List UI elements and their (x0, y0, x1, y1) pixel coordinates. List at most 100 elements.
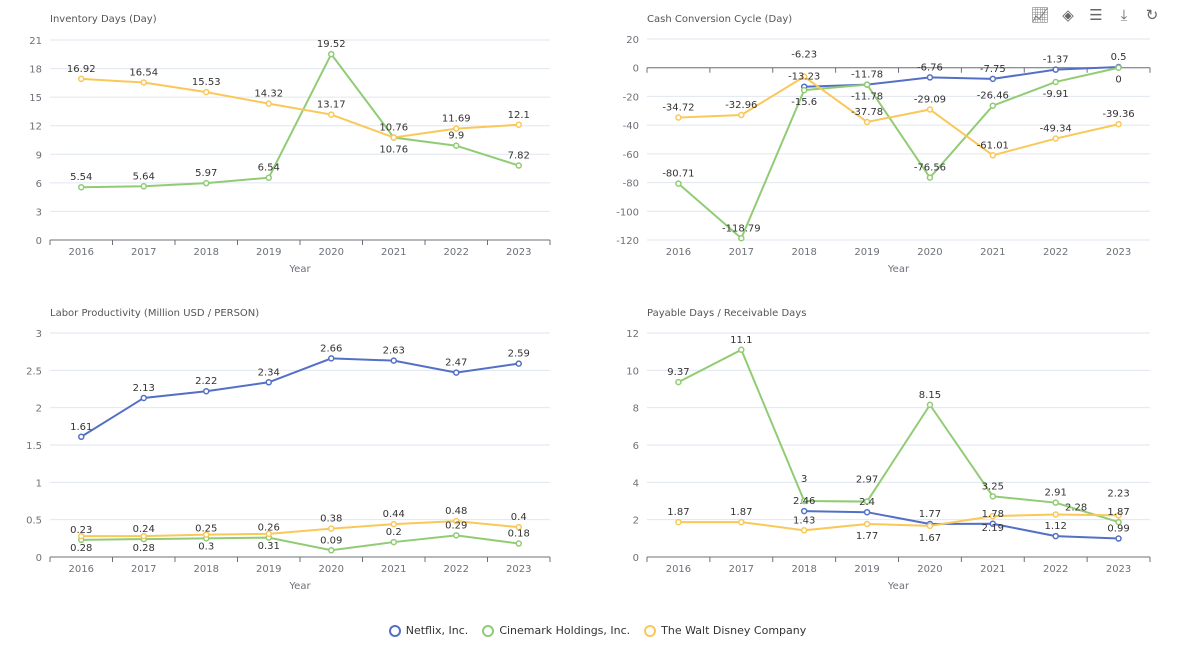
series-line (81, 520, 519, 538)
data-point (989, 152, 997, 159)
y-tick-label: 4 (633, 478, 639, 489)
line-chart-icon[interactable]: 📈︎ (1030, 6, 1050, 24)
data-label: 0.26 (258, 523, 280, 534)
series-line (804, 510, 1119, 540)
y-tick-label: 18 (29, 65, 42, 76)
data-label: 2.97 (856, 475, 878, 486)
x-tick-label: 2016 (666, 564, 691, 575)
x-tick-label: 2022 (444, 564, 469, 575)
data-point (1115, 535, 1122, 542)
data-label: 3 (801, 474, 807, 485)
refresh-icon[interactable]: ↻ (1145, 6, 1159, 24)
series-line (81, 77, 519, 139)
data-label: 0.25 (195, 523, 217, 534)
tag-icon[interactable]: ◈ (1062, 6, 1074, 24)
series-line (80, 357, 519, 438)
data-point (328, 547, 335, 554)
y-tick-label: 15 (29, 93, 42, 104)
data-label: 0.28 (133, 543, 155, 554)
legend-marker (644, 624, 657, 637)
y-tick-label: -120 (616, 236, 639, 247)
data-point (265, 174, 272, 181)
data-label: 2.22 (195, 376, 217, 387)
data-point (140, 79, 147, 86)
data-label: -29.09 (914, 94, 946, 105)
data-point (328, 111, 335, 118)
data-label: 0.4 (511, 512, 527, 523)
data-point (926, 401, 934, 409)
data-label: 10.76 (379, 123, 408, 134)
legend-item-disney[interactable]: The Walt Disney Company (644, 624, 806, 637)
data-label: 0.29 (445, 520, 467, 531)
legend-marker (388, 624, 401, 637)
series-line (678, 75, 1119, 157)
y-tick-label: 2 (633, 516, 639, 527)
data-point (800, 527, 808, 534)
data-point (265, 100, 272, 107)
x-tick-label: 2022 (1043, 247, 1068, 258)
data-point (675, 378, 682, 386)
y-tick-label: 0 (36, 236, 42, 247)
data-label: 9.37 (667, 367, 689, 378)
series-line (678, 513, 1119, 532)
data-label: -49.34 (1040, 124, 1072, 135)
x-tick-label: 2023 (1106, 564, 1131, 575)
data-label: 3.25 (982, 481, 1004, 492)
legend-item-netflix[interactable]: Netflix, Inc. (388, 624, 468, 637)
data-label: 0.99 (1107, 524, 1129, 535)
data-point (738, 111, 745, 119)
y-tick-label: 21 (29, 36, 42, 47)
y-tick-label: -80 (623, 179, 639, 190)
data-point (453, 369, 460, 376)
data-point (1115, 64, 1122, 71)
data-point (390, 134, 397, 141)
data-point (265, 530, 272, 538)
data-label: 0.38 (320, 514, 342, 525)
data-point (453, 142, 460, 149)
data-view-icon[interactable]: ☰ (1089, 6, 1103, 24)
y-tick-label: -40 (623, 121, 639, 132)
data-point (1052, 78, 1059, 86)
x-tick-label: 2021 (381, 247, 406, 258)
data-label: 2.46 (793, 496, 815, 507)
data-point (140, 183, 147, 190)
y-tick-label: -100 (616, 207, 639, 218)
data-point (800, 497, 808, 505)
data-point (515, 540, 522, 547)
data-label: 13.17 (317, 100, 346, 111)
y-tick-label: 12 (29, 122, 42, 133)
x-tick-label: 2018 (194, 564, 219, 575)
data-label: 2.13 (133, 383, 155, 394)
legend-item-cinemark[interactable]: Cinemark Holdings, Inc. (482, 624, 630, 637)
data-point (926, 74, 934, 81)
data-label: -7.75 (980, 64, 1006, 75)
data-point (328, 355, 335, 362)
data-label: 11.69 (442, 114, 471, 125)
data-label: 2.28 (1065, 502, 1087, 513)
data-point (1052, 532, 1059, 540)
data-label: 1.43 (793, 515, 815, 526)
data-label: 0.48 (445, 506, 467, 517)
data-point (1115, 120, 1122, 128)
data-point (863, 81, 871, 88)
y-tick-label: 1 (36, 478, 42, 489)
data-label: -9.91 (1043, 89, 1069, 100)
data-point (926, 174, 934, 181)
series-line (81, 534, 519, 552)
data-label: 2.19 (982, 523, 1004, 534)
data-point (800, 86, 808, 94)
x-axis-title: Year (288, 264, 311, 275)
data-label: -61.01 (977, 140, 1009, 151)
data-label: -15.6 (791, 97, 817, 108)
data-point (863, 520, 871, 528)
x-tick-label: 2018 (791, 564, 816, 575)
data-label: 1.77 (856, 531, 878, 542)
download-icon[interactable]: ⤓ (1120, 6, 1128, 24)
x-tick-label: 2018 (194, 247, 219, 258)
legend-label: Cinemark Holdings, Inc. (499, 624, 631, 637)
data-point (453, 517, 460, 525)
x-axis-title: Year (887, 264, 910, 275)
x-axis-title: Year (887, 581, 910, 592)
data-point (989, 75, 997, 83)
data-point (989, 520, 997, 528)
